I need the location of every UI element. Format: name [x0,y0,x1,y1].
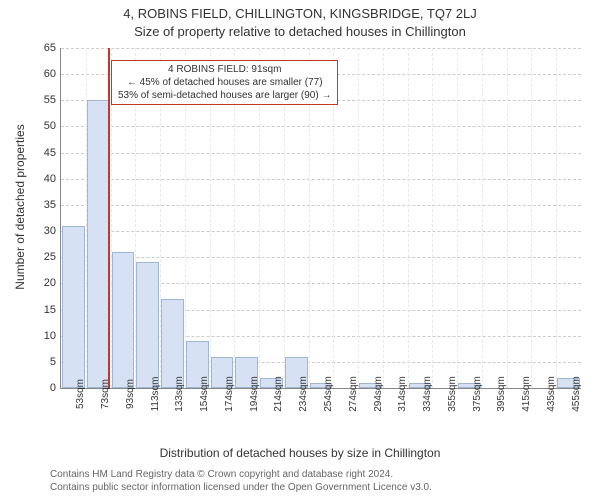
chart-footer: Contains HM Land Registry data © Crown c… [50,468,590,494]
gridline-v [432,48,433,388]
gridline-v [457,48,458,388]
y-tick-label: 35 [36,199,56,211]
annotation-line: ← 45% of detached houses are smaller (77… [118,76,331,89]
gridline-h [61,179,581,180]
y-tick-label: 45 [36,147,56,159]
x-tick-label: 375sqm [472,376,483,412]
gridline-v [556,48,557,388]
x-tick-label: 254sqm [323,376,334,412]
x-tick-label: 435sqm [546,376,557,412]
bar [112,252,135,388]
chart-container: 4, ROBINS FIELD, CHILLINGTON, KINGSBRIDG… [0,0,600,500]
gridline-v [358,48,359,388]
x-tick-label: 214sqm [273,376,284,412]
y-tick-label: 15 [36,304,56,316]
x-tick-label: 53sqm [75,379,86,409]
gridline-v [383,48,384,388]
x-tick-label: 294sqm [373,376,384,412]
bar [87,100,110,388]
gridline-h [61,231,581,232]
footer-line-2: Contains public sector information licen… [50,481,590,494]
x-tick-label: 194sqm [249,376,260,412]
footer-line-1: Contains HM Land Registry data © Crown c… [50,468,590,481]
gridline-h [61,48,581,49]
x-tick-label: 73sqm [100,379,111,409]
gridline-h [61,153,581,154]
x-tick-label: 93sqm [125,379,136,409]
y-tick-label: 50 [36,120,56,132]
x-tick-label: 455sqm [571,376,582,412]
annotation-line: 4 ROBINS FIELD: 91sqm [118,63,331,76]
x-tick-label: 174sqm [224,376,235,412]
gridline-h [61,257,581,258]
x-tick-label: 234sqm [298,376,309,412]
x-tick-label: 395sqm [496,376,507,412]
y-tick-label: 10 [36,330,56,342]
x-tick-label: 314sqm [397,376,408,412]
y-tick-label: 40 [36,173,56,185]
bar [136,262,159,388]
x-tick-label: 355sqm [447,376,458,412]
bar [161,299,184,388]
y-tick-label: 5 [36,356,56,368]
x-tick-label: 274sqm [348,376,359,412]
gridline-h [61,126,581,127]
gridline-v [531,48,532,388]
marker-line [108,48,110,388]
y-tick-label: 30 [36,225,56,237]
chart-title-main: 4, ROBINS FIELD, CHILLINGTON, KINGSBRIDG… [0,6,600,21]
y-tick-label: 20 [36,277,56,289]
gridline-v [482,48,483,388]
annotation-box: 4 ROBINS FIELD: 91sqm← 45% of detached h… [111,60,338,105]
annotation-line: 53% of semi-detached houses are larger (… [118,89,331,102]
y-axis-label: Number of detached properties [13,57,27,357]
x-tick-label: 334sqm [422,376,433,412]
chart-title-sub: Size of property relative to detached ho… [0,24,600,39]
gridline-v [408,48,409,388]
gridline-v [507,48,508,388]
plot-area: 4 ROBINS FIELD: 91sqm← 45% of detached h… [60,48,581,389]
x-axis-label: Distribution of detached houses by size … [0,446,600,460]
x-tick-label: 154sqm [199,376,210,412]
y-tick-label: 0 [36,382,56,394]
gridline-h [61,205,581,206]
x-tick-label: 113sqm [150,377,161,412]
y-tick-label: 55 [36,94,56,106]
x-tick-label: 415sqm [521,376,532,412]
y-tick-label: 65 [36,42,56,54]
y-tick-label: 60 [36,68,56,80]
y-tick-label: 25 [36,251,56,263]
bar [62,226,85,388]
x-tick-label: 133sqm [174,376,185,412]
